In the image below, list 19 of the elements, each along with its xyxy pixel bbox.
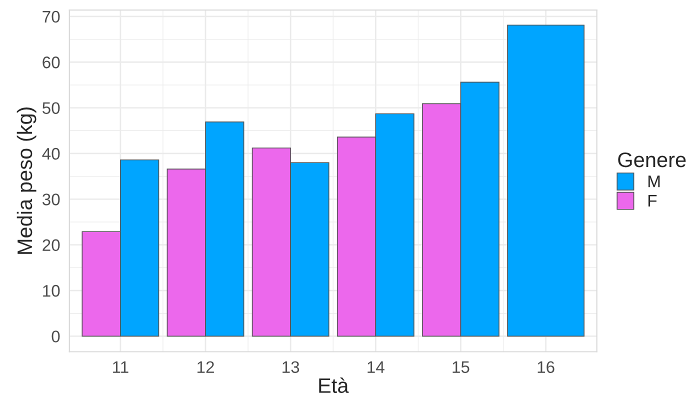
x-tick-label: 12 bbox=[198, 361, 214, 373]
y-tick-label: 10 bbox=[43, 284, 60, 297]
x-axis-title: Età bbox=[319, 377, 349, 394]
y-tick-label: 40 bbox=[42, 148, 60, 160]
legend-label: M bbox=[648, 176, 660, 188]
y-tick-label: 70 bbox=[42, 10, 60, 23]
y-axis-title: Media peso (kg) bbox=[16, 108, 36, 254]
legend-label: F bbox=[648, 194, 657, 206]
y-tick-label: 50 bbox=[42, 102, 60, 114]
x-tick-label: 14 bbox=[368, 361, 384, 373]
x-tick-label: 13 bbox=[282, 361, 300, 374]
y-tick-label: 60 bbox=[42, 56, 60, 68]
y-tick-label: 20 bbox=[42, 239, 60, 252]
x-tick-label: 11 bbox=[113, 361, 128, 373]
x-tick-label: 16 bbox=[538, 361, 554, 374]
y-tick-label: 0 bbox=[52, 330, 60, 342]
legend-title: Genere bbox=[618, 152, 686, 168]
x-tick-label: 15 bbox=[452, 361, 470, 374]
y-tick-label: 30 bbox=[42, 194, 60, 206]
